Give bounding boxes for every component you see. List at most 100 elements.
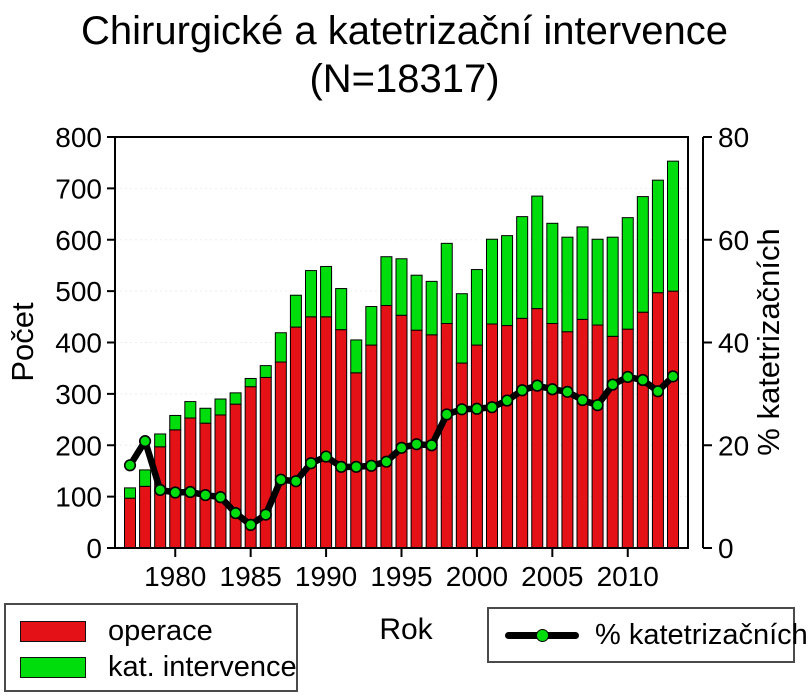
right-tick-label: 20 <box>718 430 749 461</box>
bar-kat-intervence-2011 <box>636 196 649 313</box>
bar-kat-intervence-1991 <box>335 288 348 331</box>
bar-kat-intervence-1994 <box>380 256 393 307</box>
pct-marker-2007 <box>576 393 589 407</box>
bar-kat-intervence-1982 <box>199 407 212 424</box>
bar-operace-1989 <box>305 316 317 549</box>
pct-marker-1983 <box>214 491 227 504</box>
x-tick-label: 1985 <box>220 561 282 592</box>
pct-marker-1977 <box>123 459 137 472</box>
bar-operace-2000 <box>470 344 483 549</box>
line-sample-icon <box>505 628 579 642</box>
pct-marker-1999 <box>455 403 468 416</box>
legend-label-pct: % katetrizačních <box>595 618 808 651</box>
bar-kat-intervence-1998 <box>440 242 453 324</box>
bar-operace-2004 <box>531 308 544 549</box>
x-tick-label: 1980 <box>144 561 206 592</box>
bar-kat-intervence-2000 <box>470 269 483 346</box>
right-tick-label: 60 <box>718 225 749 256</box>
bar-operace-1992 <box>350 372 363 549</box>
bar-kat-intervence-1979 <box>154 433 167 448</box>
pct-marker-1997 <box>425 439 438 452</box>
pct-marker-2006 <box>561 385 574 398</box>
bar-operace-1999 <box>455 362 468 549</box>
bar-kat-intervence-2009 <box>606 236 619 337</box>
bar-kat-intervence-2010 <box>621 217 634 330</box>
bar-kat-intervence-1987 <box>274 332 287 363</box>
x-tick-label: 1995 <box>370 561 432 592</box>
pct-marker-1995 <box>395 441 408 454</box>
legend-bars: operace kat. intervence <box>4 603 298 692</box>
pct-marker-1985 <box>244 518 257 531</box>
x-tick-label: 2010 <box>597 561 659 592</box>
bar-kat-intervence-1989 <box>305 270 317 318</box>
pct-marker-1984 <box>229 506 242 520</box>
chart-subtitle: (N=18317) <box>309 57 500 101</box>
pct-marker-2005 <box>546 383 559 396</box>
pct-marker-2013 <box>666 370 680 383</box>
pct-marker-2011 <box>636 373 649 387</box>
legend-label-operace: operace <box>108 614 213 647</box>
left-tick-label: 200 <box>55 430 102 461</box>
pct-marker-2004 <box>531 379 544 392</box>
bar-operace-2012 <box>651 292 664 549</box>
pct-marker-1988 <box>289 475 303 488</box>
bar-operace-1979 <box>154 446 167 549</box>
bar-operace-2011 <box>636 311 649 549</box>
bar-kat-intervence-2001 <box>486 238 498 325</box>
pct-marker-1980 <box>169 486 182 499</box>
bar-kat-intervence-1983 <box>214 398 227 416</box>
pct-marker-2002 <box>500 394 514 407</box>
bar-operace-2003 <box>516 317 529 549</box>
left-tick-label: 800 <box>55 122 102 153</box>
bar-kat-intervence-1993 <box>365 306 378 346</box>
x-tick-label: 1990 <box>295 561 357 592</box>
bar-operace-2002 <box>501 325 514 549</box>
bar-operace-1998 <box>440 322 453 549</box>
bar-operace-1991 <box>335 329 348 549</box>
pct-marker-1990 <box>319 450 333 463</box>
chart-title: Chirurgické a katetrizační intervence <box>81 9 728 53</box>
bar-kat-intervence-1981 <box>184 401 197 419</box>
bar-kat-intervence-2005 <box>546 222 559 324</box>
pct-marker-1996 <box>410 438 423 451</box>
bar-operace-1986 <box>259 376 272 549</box>
pct-marker-1986 <box>259 508 272 521</box>
bar-operace-1995 <box>395 314 408 549</box>
bar-operace-1984 <box>229 403 242 549</box>
bar-kat-intervence-1977 <box>124 487 136 499</box>
bar-kat-intervence-1996 <box>410 274 423 331</box>
pct-marker-1993 <box>365 459 378 472</box>
bar-kat-intervence-2007 <box>576 226 589 320</box>
legend-line: % katetrizačních <box>487 607 808 663</box>
pct-marker-1992 <box>350 460 363 473</box>
pct-marker-1989 <box>304 457 318 470</box>
x-tick-label: 2000 <box>446 561 508 592</box>
bar-operace-2010 <box>621 328 634 549</box>
bar-operace-1993 <box>365 344 378 549</box>
bar-kat-intervence-1988 <box>289 294 302 328</box>
bar-kat-intervence-2006 <box>561 236 574 333</box>
y-axis-title-left: Počet <box>5 302 40 382</box>
x-axis-title: Rok <box>379 613 433 646</box>
bar-kat-intervence-2002 <box>501 235 514 327</box>
pct-marker-2010 <box>621 370 634 384</box>
bar-kat-intervence-2003 <box>516 216 529 319</box>
bar-kat-intervence-2008 <box>591 238 604 326</box>
left-tick-label: 300 <box>55 379 102 410</box>
legend-item-kat-intervence: kat. intervence <box>20 649 297 685</box>
pct-marker-2001 <box>485 401 499 414</box>
bar-kat-intervence-1990 <box>320 265 333 318</box>
bar-kat-intervence-1997 <box>425 280 438 336</box>
bar-kat-intervence-2013 <box>667 160 679 292</box>
bar-kat-intervence-2012 <box>651 179 664 294</box>
bar-kat-intervence-1985 <box>244 377 257 388</box>
bar-kat-intervence-1980 <box>169 414 182 431</box>
left-tick-label: 400 <box>55 328 102 359</box>
bar-operace-1988 <box>289 326 302 549</box>
pct-marker-1982 <box>199 488 212 502</box>
bar-operace-1978 <box>139 485 152 549</box>
right-tick-label: 80 <box>718 122 749 153</box>
bar-operace-1994 <box>380 305 393 549</box>
